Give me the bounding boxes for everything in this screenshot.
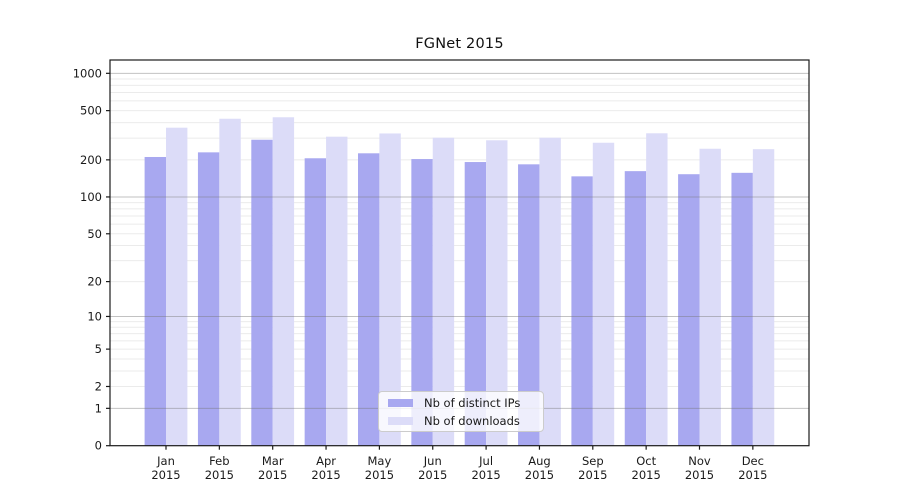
legend-entry-distinct-ips: Nb of distinct IPs bbox=[388, 396, 534, 410]
x-tick-label: Sep 2015 bbox=[578, 454, 607, 482]
legend-entry-downloads: Nb of downloads bbox=[388, 414, 534, 428]
bar-downloads-jul bbox=[486, 140, 508, 446]
y-tick-label: 1 bbox=[95, 401, 102, 415]
y-tick-label: 0 bbox=[95, 439, 102, 453]
bar-downloads-may bbox=[379, 133, 401, 446]
y-tick-label: 500 bbox=[80, 104, 102, 118]
x-tick-label: Feb 2015 bbox=[205, 454, 234, 482]
legend: Nb of distinct IPs Nb of downloads bbox=[378, 391, 544, 432]
x-tick-label: Nov 2015 bbox=[685, 454, 714, 482]
x-tick-label: Mar 2015 bbox=[258, 454, 287, 482]
chart-title: FGNet 2015 bbox=[415, 36, 504, 52]
bar-downloads-aug bbox=[539, 137, 561, 446]
legend-swatch-distinct-ips bbox=[388, 398, 413, 407]
legend-label-distinct-ips: Nb of distinct IPs bbox=[424, 395, 521, 410]
bar-downloads-nov bbox=[699, 148, 721, 446]
bar-distinct-ips-nov bbox=[678, 174, 700, 446]
bar-distinct-ips-oct bbox=[624, 171, 647, 446]
y-tick-label: 50 bbox=[87, 227, 102, 241]
bar-downloads-oct bbox=[646, 133, 668, 446]
bar-distinct-ips-jan bbox=[144, 156, 166, 446]
y-tick-label: 5 bbox=[95, 342, 102, 356]
y-tick-label: 1000 bbox=[73, 66, 102, 80]
y-tick-label: 20 bbox=[87, 275, 102, 289]
y-tick-label: 100 bbox=[80, 190, 102, 204]
x-tick-label: Jan 2015 bbox=[151, 454, 180, 482]
x-tick-label: Oct 2015 bbox=[632, 454, 661, 482]
x-tick-label: Jul 2015 bbox=[471, 454, 500, 482]
bar-downloads-mar bbox=[272, 117, 295, 446]
bar-distinct-ips-jun bbox=[411, 159, 433, 446]
bar-downloads-sep bbox=[592, 142, 615, 446]
bar-distinct-ips-sep bbox=[571, 176, 593, 446]
legend-label-downloads: Nb of downloads bbox=[424, 413, 520, 428]
bar-downloads-feb bbox=[219, 118, 241, 446]
bar-distinct-ips-dec bbox=[731, 172, 753, 446]
y-tick-label: 2 bbox=[95, 379, 102, 393]
bar-downloads-dec bbox=[752, 149, 775, 446]
y-tick-label: 10 bbox=[87, 309, 102, 323]
x-tick-label: Jun 2015 bbox=[418, 454, 447, 482]
bar-distinct-ips-jul bbox=[464, 162, 487, 446]
bar-distinct-ips-mar bbox=[251, 139, 273, 446]
bar-downloads-apr bbox=[326, 136, 348, 446]
bar-downloads-jan bbox=[166, 127, 188, 446]
axes-box bbox=[109, 59, 810, 447]
y-tick-label: 200 bbox=[80, 153, 102, 167]
bar-distinct-ips-aug bbox=[518, 164, 540, 446]
x-tick-label: Apr 2015 bbox=[311, 454, 340, 482]
bar-distinct-ips-feb bbox=[197, 152, 220, 446]
x-tick-label: Aug 2015 bbox=[525, 454, 554, 482]
bar-distinct-ips-may bbox=[358, 153, 380, 446]
legend-swatch-downloads bbox=[388, 416, 413, 425]
x-tick-label: Dec 2015 bbox=[738, 454, 767, 482]
bar-distinct-ips-apr bbox=[304, 158, 327, 446]
x-tick-label: May 2015 bbox=[365, 454, 394, 482]
bar-downloads-jun bbox=[432, 137, 455, 446]
